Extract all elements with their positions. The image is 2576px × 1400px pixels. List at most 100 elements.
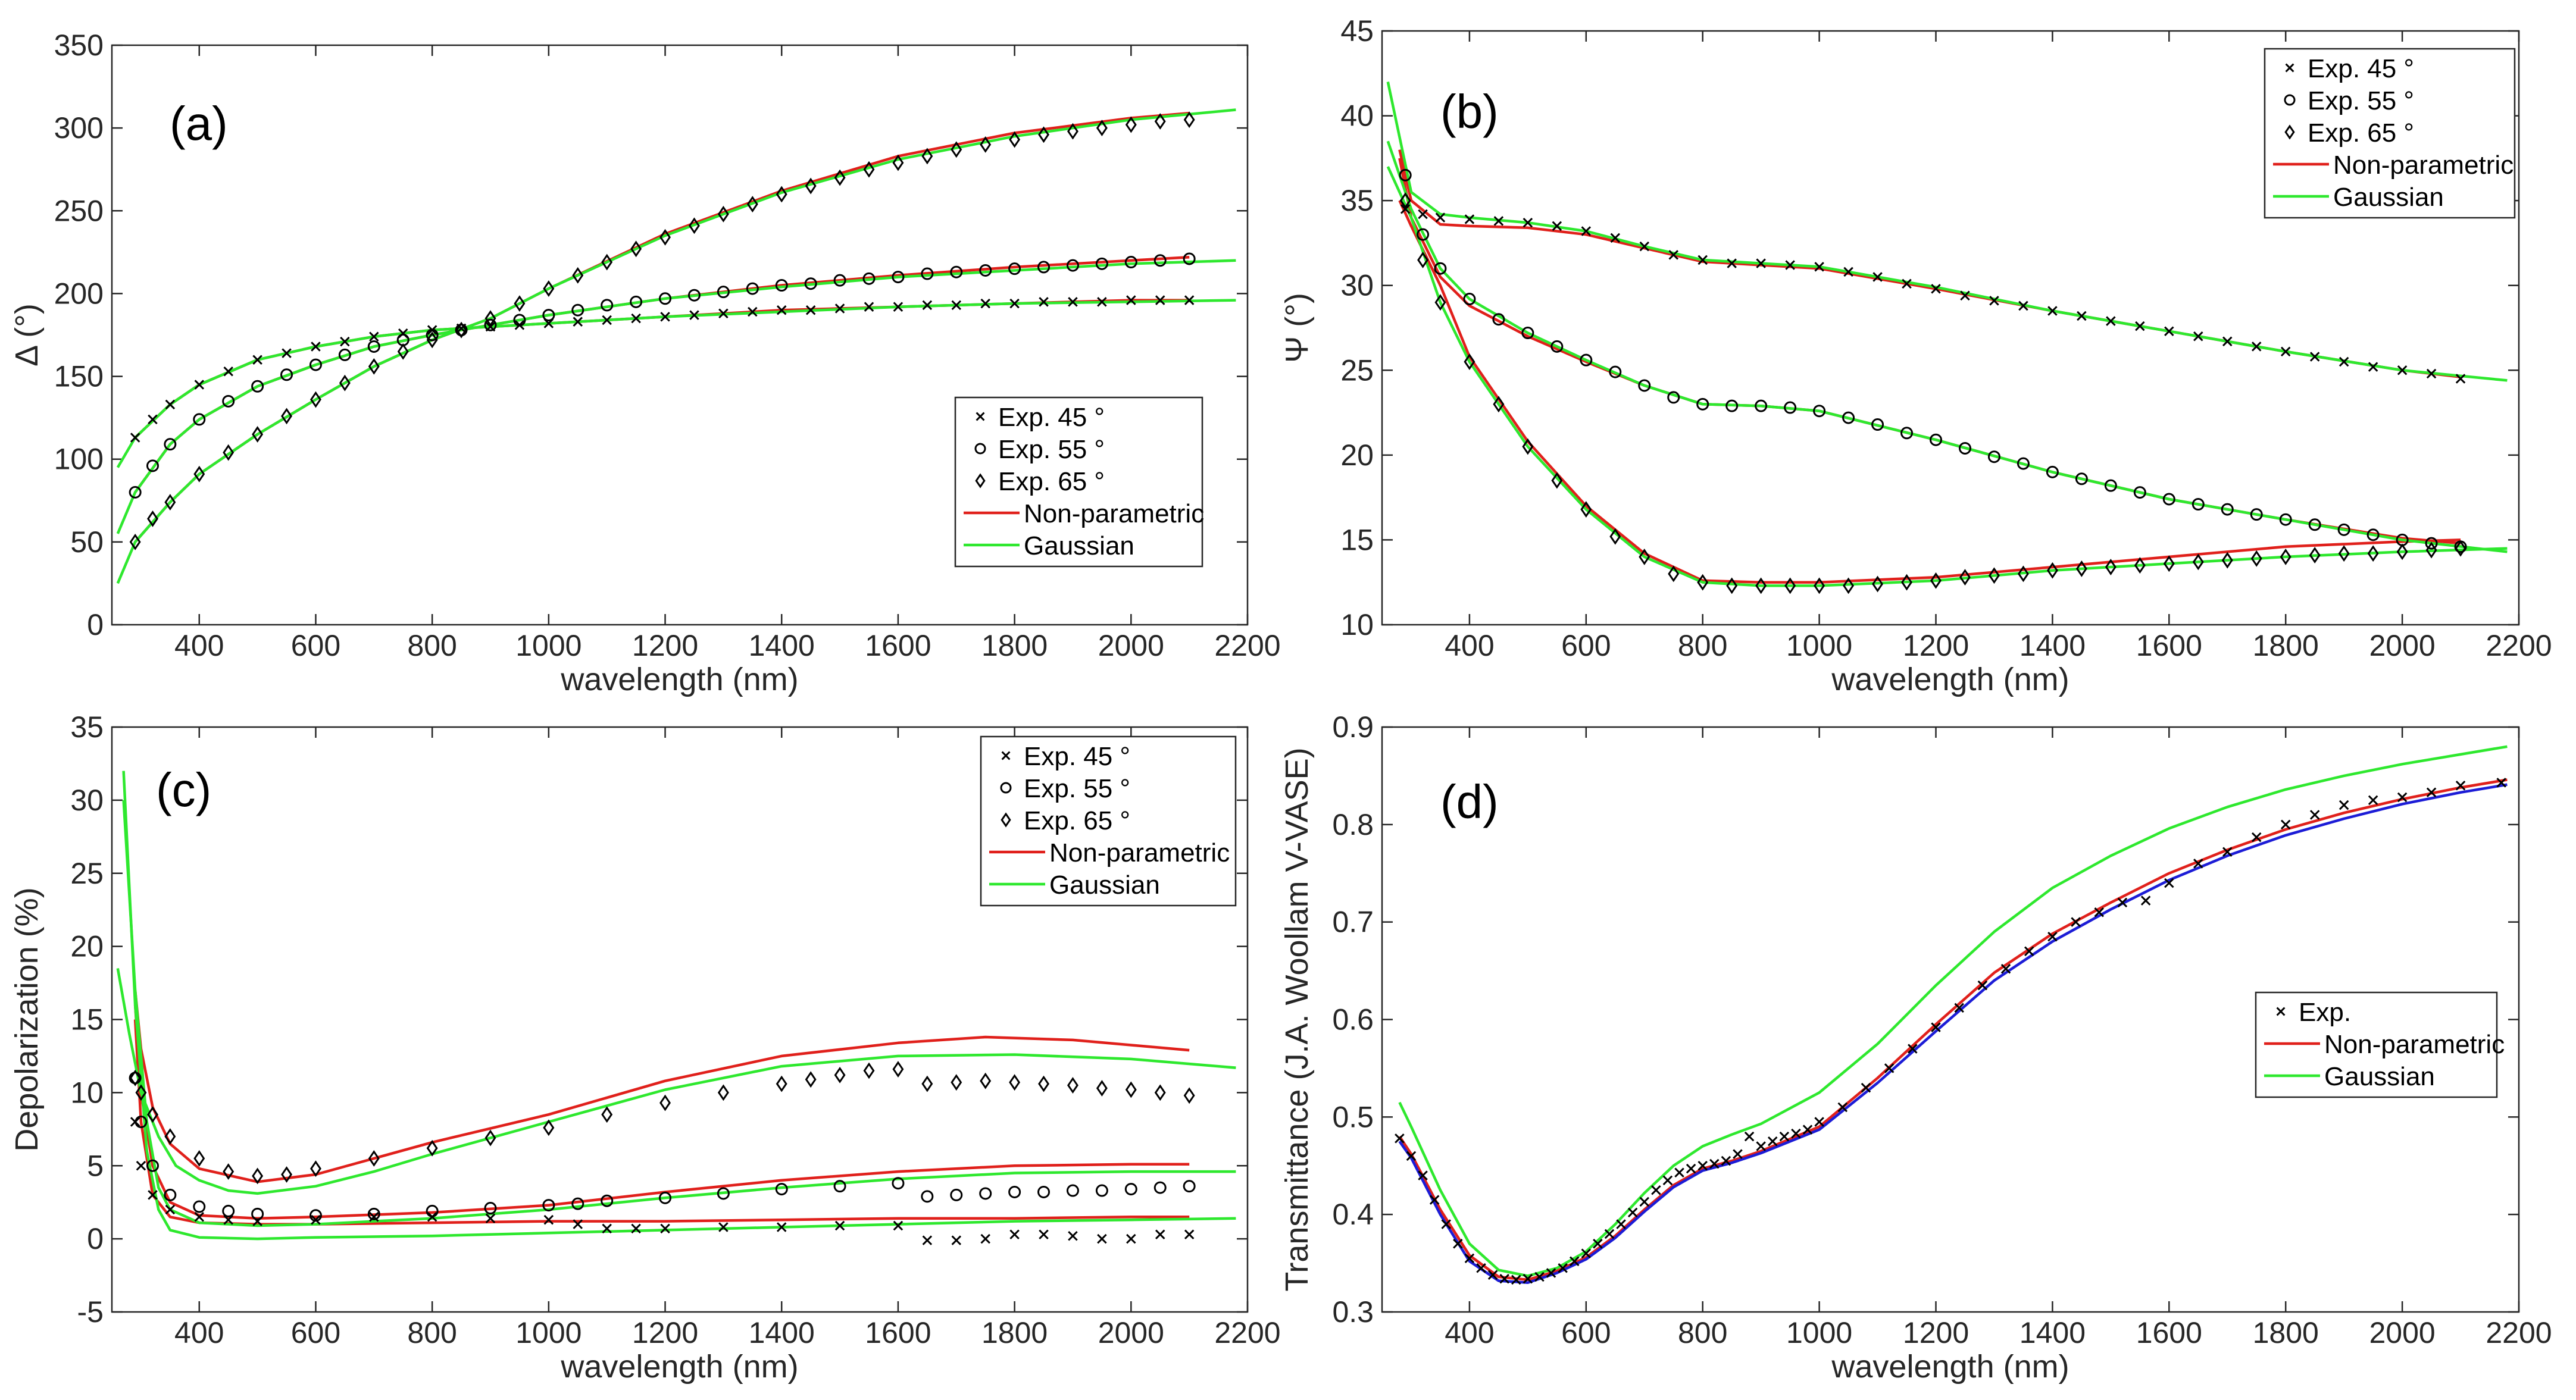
x-tick-label: 1800 [2253, 1316, 2319, 1349]
x-tick-label: 1600 [2136, 629, 2202, 662]
series-line-gaussian-55 [1386, 140, 2508, 553]
data-point-exp-45 [136, 1160, 146, 1171]
data-point-exp [1499, 1274, 1509, 1284]
x-tick-label: 1000 [515, 629, 582, 662]
data-point-exp-55 [1183, 252, 1196, 265]
legend-label: Exp. 55 ° [1024, 774, 1130, 803]
data-point-exp-45 [602, 315, 612, 325]
data-point-exp [1604, 1229, 1615, 1239]
data-point-exp [1779, 1131, 1790, 1142]
data-point-exp-55 [2133, 486, 2146, 499]
data-point-exp-45 [2047, 306, 2058, 316]
data-point-exp-65 [746, 196, 758, 213]
data-point-exp-65 [776, 186, 787, 203]
data-point-exp-65 [572, 267, 584, 284]
data-point-exp [1697, 1160, 1708, 1171]
data-point-exp-45 [1039, 297, 1049, 307]
data-point-exp-55 [164, 1188, 177, 1201]
data-point-exp-55 [1784, 401, 1797, 414]
data-point-exp-65 [776, 1075, 787, 1092]
data-point-exp-55 [892, 271, 905, 284]
x-tick-label: 1800 [2253, 629, 2319, 662]
series-line-non-parametric-55 [133, 1004, 1190, 1220]
data-point-exp-45 [2222, 336, 2233, 347]
data-point-exp-65 [368, 1150, 380, 1167]
data-point-exp-55 [1183, 1180, 1196, 1193]
data-point-exp-45 [718, 308, 729, 319]
data-point-exp-65 [1522, 438, 1534, 455]
data-point-exp-45 [951, 300, 962, 311]
legend-label: Non-parametric [1049, 838, 1230, 867]
series-line-gaussian-65 [116, 968, 1236, 1195]
x-tick-label: 1000 [1786, 1316, 1852, 1349]
legend [2264, 48, 2516, 219]
data-point-exp-45 [834, 1220, 845, 1231]
data-point-exp-65 [659, 228, 671, 246]
y-tick-label: 25 [1340, 353, 1374, 387]
data-point-exp-65 [484, 310, 496, 327]
x-tick-label: 800 [407, 1316, 457, 1349]
y-tick-label: 0.6 [1332, 1003, 1374, 1036]
data-point-exp-45 [165, 399, 176, 410]
data-point-exp-55 [892, 1177, 905, 1190]
data-point-exp [1744, 1131, 1755, 1142]
data-point-exp-65 [1096, 120, 1108, 137]
data-point-exp [1558, 1263, 1568, 1273]
series-line-gaussian-55 [122, 800, 1236, 1227]
data-point-exp-65 [1183, 111, 1195, 129]
panel-d-transmittance-chart: 400 600 800 1000 1200 1400 1600 1800 2000 2200 0.3… [1279, 710, 2552, 1385]
data-point-exp-65 [2455, 540, 2466, 557]
data-point-exp-55 [2192, 498, 2205, 511]
data-point-exp-65 [193, 465, 205, 483]
data-point-exp-65 [1009, 1074, 1021, 1091]
data-point-exp-45 [2397, 365, 2408, 375]
y-axis-label: Ψ (°) [1279, 293, 1315, 363]
data-point-exp-65 [805, 1071, 817, 1088]
data-point-exp-45 [148, 414, 158, 425]
data-point-exp-55 [338, 348, 351, 361]
legend-marker-exp-45 [1001, 751, 1011, 760]
legend-marker-exp-55 [2284, 94, 2296, 106]
series-line-non-parametric [1398, 778, 2508, 1282]
data-point-exp-45 [834, 303, 845, 314]
data-point-exp-65 [368, 358, 380, 375]
data-point-exp-65 [659, 1094, 671, 1111]
data-point-exp-45 [2164, 326, 2174, 336]
data-point-exp-65 [310, 391, 321, 408]
x-tick-label: 1600 [865, 1316, 931, 1349]
data-point-exp-45 [369, 331, 379, 342]
x-tick-label: 600 [291, 629, 340, 662]
y-axis-label: Transmittance (J.A. Woollam V-VASE) [1279, 747, 1315, 1291]
data-point-exp-45 [1039, 1229, 1049, 1240]
data-point-exp-65 [630, 240, 642, 258]
data-point-exp-45 [2280, 346, 2291, 357]
data-point-exp-55 [280, 368, 293, 381]
data-point-exp-65 [1154, 113, 1166, 130]
data-point-exp-65 [147, 510, 158, 527]
data-point-exp [1814, 1117, 1824, 1127]
data-point-exp-65 [1434, 294, 1446, 311]
data-point-exp-65 [1067, 123, 1078, 140]
data-point-exp [1487, 1270, 1498, 1280]
data-point-exp-65 [892, 1061, 904, 1078]
data-point-exp-65 [892, 154, 904, 171]
data-point-exp-65 [135, 1084, 147, 1101]
data-point-exp [2222, 847, 2233, 857]
data-point-exp-65 [2221, 552, 2233, 569]
legend-marker-exp-55 [974, 443, 986, 455]
data-point-exp [2071, 917, 2081, 927]
data-point-exp-55 [367, 340, 380, 353]
data-point-exp-55 [1550, 340, 1564, 353]
legend-label: Exp. 45 ° [2308, 54, 2414, 83]
data-point-exp-65 [2338, 545, 2350, 562]
y-tick-label: 0.3 [1332, 1295, 1374, 1329]
legend-label: Exp. 65 ° [998, 467, 1105, 496]
data-point-exp-45 [2426, 368, 2437, 379]
data-point-exp-45 [1814, 262, 1824, 272]
legend-marker-exp-45 [976, 412, 985, 421]
data-point-exp [1395, 1133, 1405, 1144]
legend-label: Gaussian [2333, 183, 2444, 212]
data-point-exp-55 [135, 1116, 148, 1129]
data-point-exp [1546, 1268, 1556, 1278]
legend-label: Non-parametric [2333, 151, 2514, 180]
